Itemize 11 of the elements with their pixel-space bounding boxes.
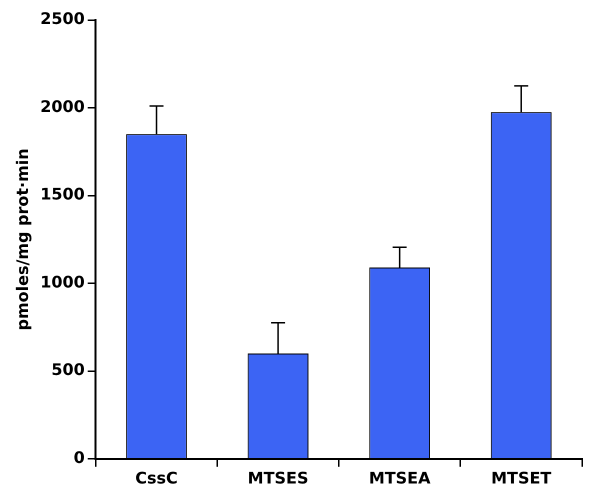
y-tick-label: 2000	[40, 96, 85, 116]
y-tick-label: 1000	[40, 272, 85, 292]
y-tick-label: 2500	[40, 9, 85, 28]
y-axis-title: pmoles/mg prot·min	[12, 148, 32, 330]
x-tick-label: MTSET	[491, 468, 552, 488]
x-tick-label: CssC	[135, 468, 178, 488]
y-tick-label: 500	[51, 360, 85, 380]
y-tick-label: 0	[74, 448, 85, 467]
y-tick-label: 1500	[40, 184, 85, 204]
x-tick-label: MTSEA	[368, 468, 432, 488]
x-tick-label: MTSES	[248, 468, 308, 488]
